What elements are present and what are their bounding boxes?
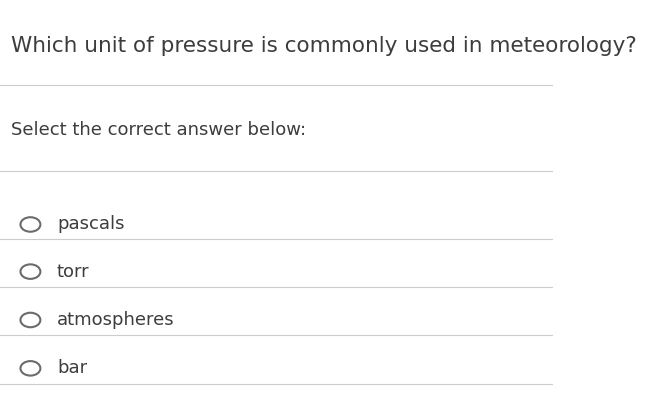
Text: torr: torr [57,263,90,280]
Text: atmospheres: atmospheres [57,311,175,329]
Text: pascals: pascals [57,216,125,233]
Text: bar: bar [57,359,87,377]
Text: Select the correct answer below:: Select the correct answer below: [11,121,306,139]
Text: Which unit of pressure is commonly used in meteorology?: Which unit of pressure is commonly used … [11,36,636,56]
